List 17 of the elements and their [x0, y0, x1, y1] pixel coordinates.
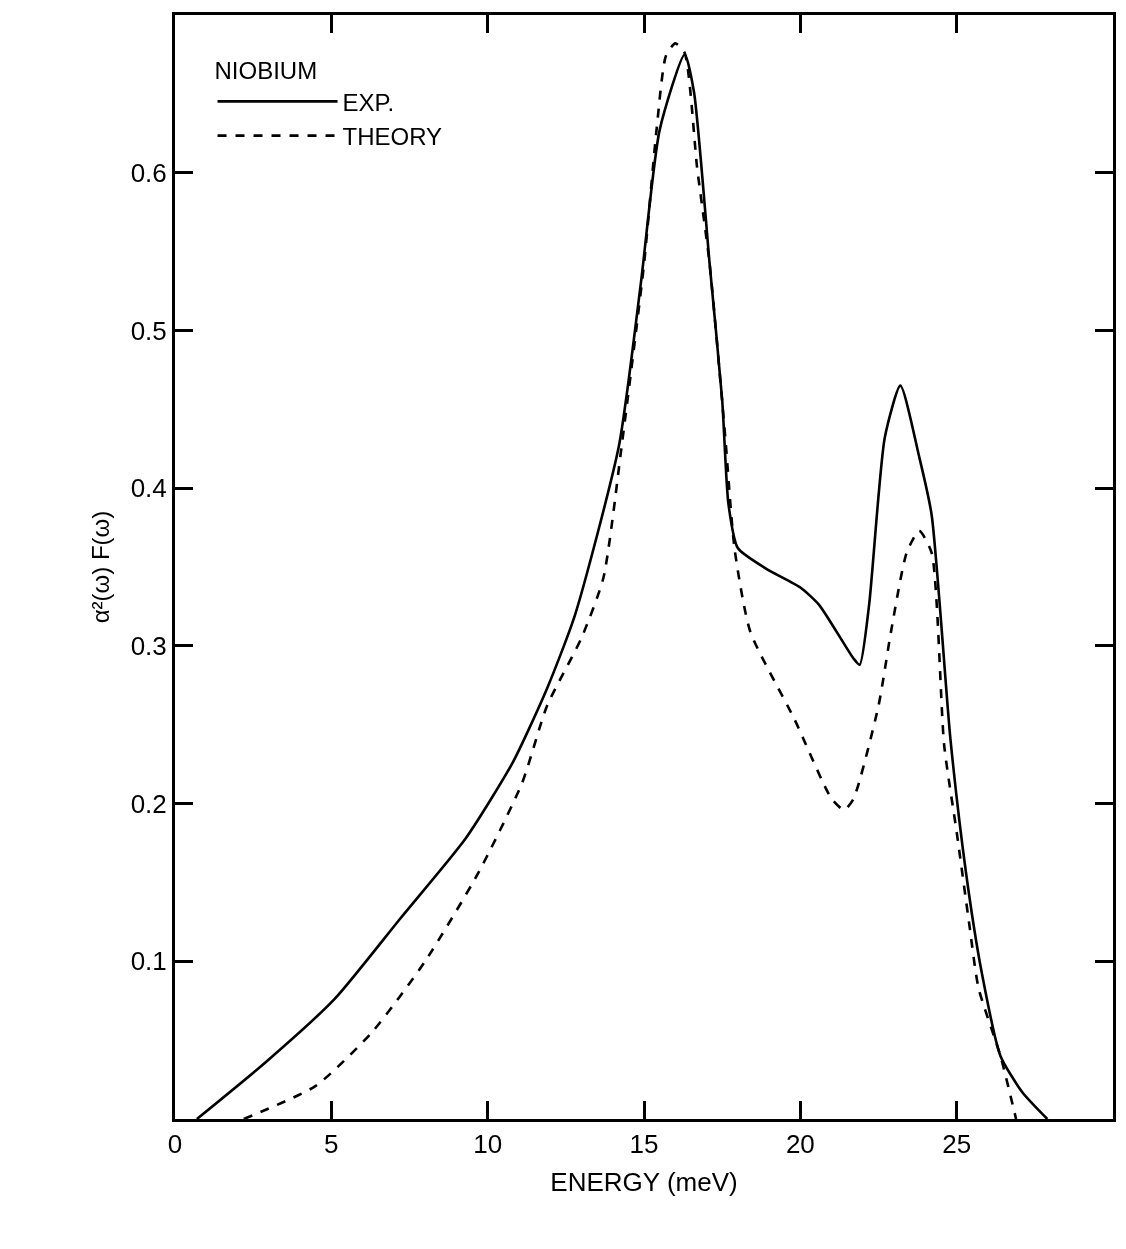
- y-tick-label: 0.3: [130, 630, 167, 661]
- x-tick-label: 5: [324, 1129, 339, 1160]
- legend-title: NIOBIUM: [214, 57, 318, 85]
- y-axis-title: α²(ω) F(ω): [86, 510, 114, 624]
- y-tick-label: 0.2: [130, 788, 167, 819]
- x-tick-label: 15: [629, 1129, 659, 1160]
- y-tick-label: 0.1: [130, 946, 167, 977]
- x-tick-label: 20: [785, 1129, 815, 1160]
- y-tick-label: 0.5: [130, 315, 167, 346]
- x-tick-label: 25: [942, 1129, 972, 1160]
- legend-label: EXP.: [342, 88, 395, 116]
- x-tick-label: 0: [167, 1129, 183, 1160]
- x-tick-label: 10: [473, 1129, 503, 1160]
- y-tick-label: 0.4: [130, 473, 167, 504]
- legend-label: THEORY: [342, 122, 443, 150]
- y-tick-label: 0.6: [130, 157, 167, 188]
- x-axis-title: ENERGY (meV): [550, 1166, 738, 1197]
